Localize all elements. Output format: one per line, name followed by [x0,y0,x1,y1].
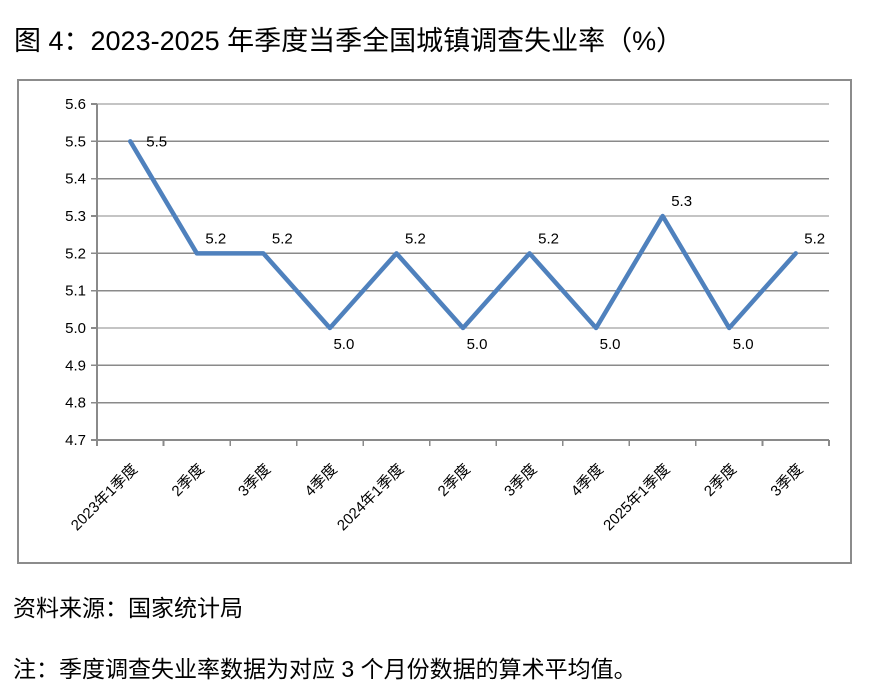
line-chart-canvas: 5.6 5.5 5.4 5.3 5.2 5.1 5.0 4.9 4.8 4.7 2023年1季度 2季… [65,96,830,534]
data-point-label: 5.5 [146,133,167,150]
y-tick-label: 5.2 [65,245,86,262]
footnote: 注：季度调查失业率数据为对应 3 个月份数据的算术平均值。 [13,656,637,682]
data-point-label: 5.2 [538,230,559,247]
x-tick-label: 2024年1季度 [334,461,407,534]
data-point-label: 5.3 [671,193,692,210]
source-note: 资料来源：国家统计局 [13,595,243,621]
figure-caption: 图 4：2023-2025 年季度当季全国城镇调查失业率（%） [14,26,684,56]
data-point-label: 5.2 [804,230,825,247]
x-tick-label: 2025年1季度 [600,461,673,534]
data-point-label: 5.0 [333,336,354,353]
x-tick-label: 4季度 [302,461,341,500]
data-point-label: 5.0 [467,336,488,353]
x-tick-label: 4季度 [568,461,607,500]
y-tick-label: 5.6 [65,96,86,113]
y-tick-label: 5.0 [65,320,86,337]
x-tick-label: 2季度 [435,461,474,500]
data-point-label: 5.2 [205,230,226,247]
chart-frame: 5.6 5.5 5.4 5.3 5.2 5.1 5.0 4.9 4.8 4.7 2023年1季度 2季… [17,79,852,564]
data-point-label: 5.0 [733,336,754,353]
y-tick-label: 4.7 [65,432,86,449]
data-point-label: 5.2 [405,230,426,247]
data-point-label: 5.2 [272,230,293,247]
y-tick-label: 5.5 [65,133,86,150]
x-tick-label: 2季度 [701,461,740,500]
data-point-label: 5.0 [600,336,621,353]
x-tick-label: 3季度 [501,461,540,500]
y-tick-label: 5.3 [65,208,86,225]
data-series-line [128,139,798,331]
y-tick-label: 5.1 [65,283,86,300]
y-tick-label: 4.8 [65,395,86,412]
x-tick-label: 2季度 [169,461,208,500]
x-tick-label: 3季度 [235,461,274,500]
x-tick-label: 2023年1季度 [68,461,141,534]
y-tick-label: 5.4 [65,171,86,188]
x-tick-label: 3季度 [767,461,806,500]
y-tick-label: 4.9 [65,357,86,374]
